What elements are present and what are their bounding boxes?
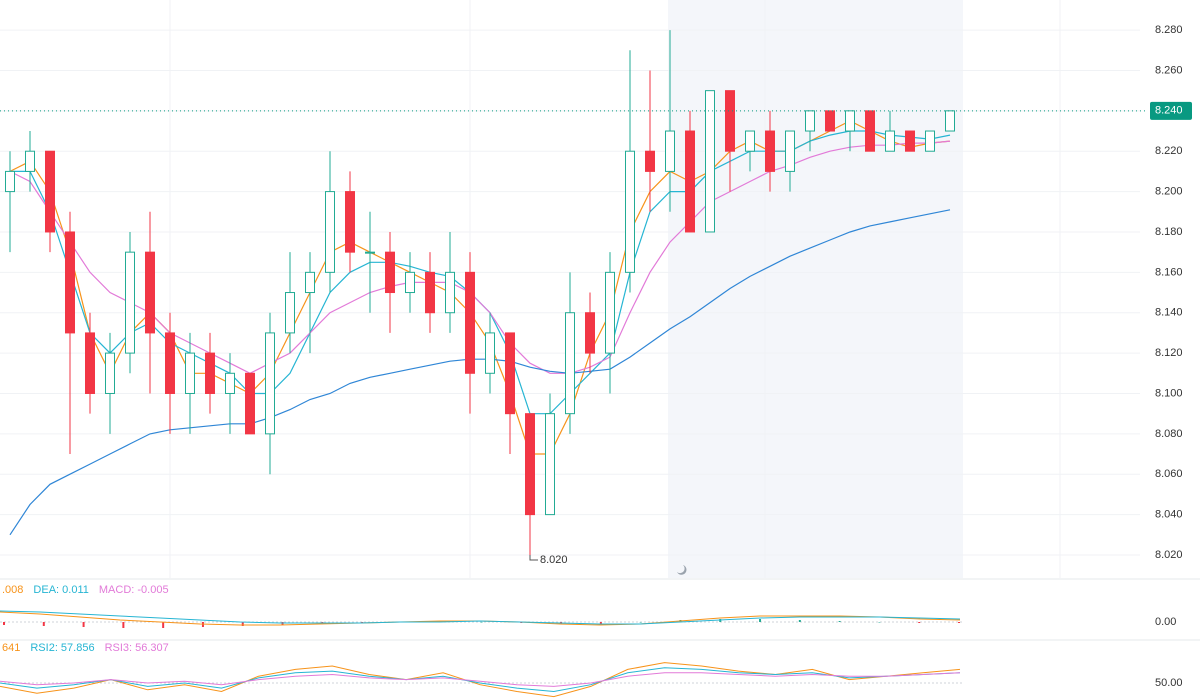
macd-bar [719,619,722,622]
candle-body [265,332,275,435]
indicator-line [0,662,961,698]
y-tick-label: 8.280 [1155,24,1183,36]
candle-body [625,150,635,273]
macd-bar [918,622,921,623]
candle-body [325,191,335,273]
candle-body [805,110,815,132]
candle-body [465,271,475,374]
candle-body [205,352,215,394]
candle-body [185,352,195,394]
candle-body [945,110,955,132]
macd-bar [122,622,125,628]
indicator-label: DEA: 0.011 [33,584,88,596]
candle-body [25,150,35,172]
candle-body [645,150,655,172]
candle-body [385,251,395,294]
candle-body [825,110,835,132]
low-marker [529,554,538,561]
candle-body [65,231,75,334]
y-tick-label: 8.060 [1155,468,1183,480]
macd-bar [958,622,960,623]
candle-body [925,130,935,152]
price-tag [1150,101,1192,120]
macd-bar [798,620,801,622]
candle-body [865,110,875,152]
candle-body [245,372,255,435]
candle-body [305,271,315,294]
candle-body [485,332,495,374]
indicator-label: .008 [2,584,23,596]
indicator-line [0,672,961,687]
y-tick-label: 8.140 [1155,307,1183,319]
candle-body [565,312,575,415]
candle-body [545,413,555,516]
highlight-region [668,0,963,578]
y-tick-label: 8.120 [1155,347,1183,359]
candle-body [405,271,415,294]
candle-body [705,90,715,233]
candle-body [585,312,595,354]
candle-body [725,90,735,152]
macd-bar [599,622,602,624]
candle-body [745,130,755,152]
indicator-line [0,611,961,626]
y-tick-label: 8.020 [1155,549,1183,561]
macd-bar [838,621,841,622]
candle-body [125,251,135,354]
macd-bar [878,622,881,623]
indicator-line [0,667,961,693]
macd-bar [82,622,85,627]
candle-body [765,130,775,172]
theme-icon[interactable] [677,565,687,575]
y-tick-label: 8.100 [1155,387,1183,399]
candle-body [685,130,695,233]
candle-body [845,110,855,132]
y-tick-label: 8.040 [1155,509,1183,521]
macd-bar [241,622,244,626]
price-tag-label: 8.240 [1155,105,1183,117]
y-tick-label: 8.260 [1155,64,1183,76]
candle-body [225,372,235,394]
candle-body [525,413,535,516]
candle-body [165,332,175,394]
y-tick-label: 8.160 [1155,266,1183,278]
indicator-label: RSI3: 56.307 [105,642,169,654]
indicator-label: RSI2: 57.856 [30,642,94,654]
candle-body [365,251,375,254]
macd-bar [3,622,5,625]
indicator-label: 641 [2,642,20,654]
macd-bar [480,622,483,623]
candle-body [445,271,455,314]
indicator-tick-label: 50.00 [1155,677,1183,689]
indicator-line [0,610,961,625]
indicator-tick-label: 0.00 [1155,616,1176,628]
macd-bar [759,619,762,622]
macd-bar [639,622,642,623]
macd-bar [162,622,165,628]
vertical-grid [169,0,1061,578]
candle-body [145,251,155,334]
candle-body [785,130,795,172]
candle-body [85,332,95,394]
candle-body [605,271,615,354]
y-tick-label: 8.080 [1155,428,1183,440]
low-label: 8.020 [540,554,568,566]
moving-average [9,209,951,536]
candle-body [905,130,915,152]
candle-body [285,292,295,334]
candle-body [345,191,355,253]
y-tick-label: 8.180 [1155,226,1183,238]
candle-body [665,130,675,172]
candle-body [505,332,515,415]
y-tick-label: 8.200 [1155,185,1183,197]
candle-body [885,130,895,152]
candle-body [45,150,55,233]
macd-bar [42,622,45,626]
candle-body [5,170,15,193]
candle-body [425,271,435,314]
y-tick-label: 8.220 [1155,145,1183,157]
candle-body [105,352,115,394]
indicator-label: MACD: -0.005 [99,584,169,596]
